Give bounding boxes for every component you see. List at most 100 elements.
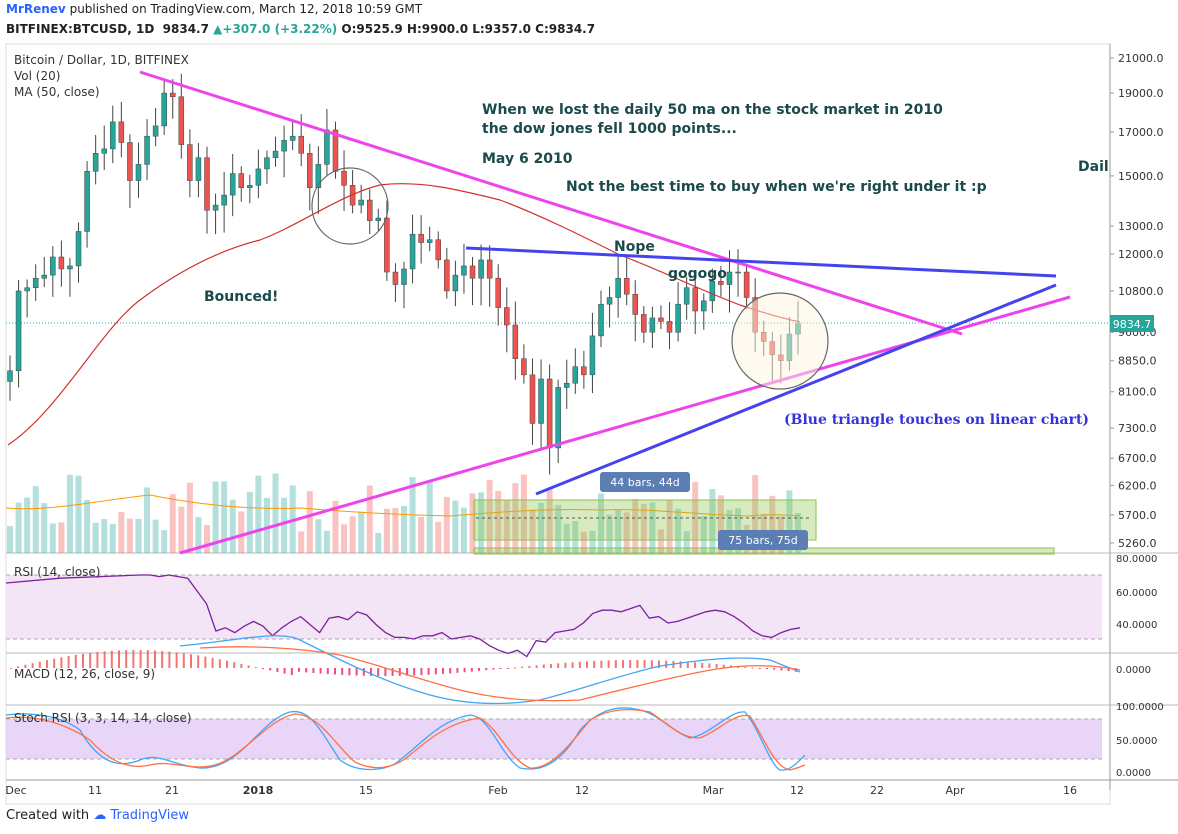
macd-bar <box>694 662 696 668</box>
macd-bar <box>283 668 286 674</box>
candle-body <box>401 268 407 285</box>
candle-body <box>589 335 596 376</box>
candle-body <box>298 135 304 154</box>
time-tick-label: 21 <box>165 784 179 797</box>
macd-bar <box>751 667 754 669</box>
candle-body <box>486 259 493 279</box>
candle-body <box>289 135 296 141</box>
volume-bar <box>315 519 322 553</box>
volume-bar <box>478 492 485 553</box>
candle-body <box>264 157 270 170</box>
volume-bar <box>512 483 519 553</box>
macd-bar <box>499 668 502 669</box>
macd-bar <box>643 660 646 668</box>
note-line1: When we lost the daily 50 ma on the stoc… <box>482 102 943 118</box>
candle-body <box>324 129 330 165</box>
symbol-info: BITFINEX:BTCUSD, 1D 9834.7 ▲+307.0 (+3.2… <box>6 22 595 36</box>
volume-bar <box>84 499 91 553</box>
macd-bar <box>744 666 747 668</box>
tradingview-logo-icon[interactable]: ☁ <box>93 808 107 823</box>
volume-bar <box>538 502 545 553</box>
macd-bar <box>74 654 77 668</box>
candle-body <box>392 271 399 285</box>
candle-body <box>598 303 604 337</box>
candle-body <box>152 125 159 137</box>
price-tick-label: 10800.0 <box>1118 285 1164 298</box>
macd-bar <box>211 657 214 668</box>
candle-body <box>692 287 698 312</box>
price-tick-label: 6200.0 <box>1118 479 1157 492</box>
measure-label-1-bg <box>600 472 690 492</box>
candle-body <box>623 277 630 295</box>
price-tick-label: 21000.0 <box>1118 52 1164 65</box>
volume-bar <box>32 486 39 553</box>
legend-macd: MACD (12, 26, close, 9) <box>14 667 155 681</box>
candle-body <box>15 290 22 372</box>
macd-bar <box>240 663 243 668</box>
rsi-tick-80: 80.0000 <box>1116 554 1157 565</box>
blue-support-line[interactable] <box>535 283 1057 496</box>
macd-bar <box>46 660 48 668</box>
volume-bar <box>563 523 570 553</box>
volume-bar <box>358 511 365 553</box>
macd-bar <box>506 668 509 669</box>
time-tick-label: Mar <box>703 784 724 797</box>
circle-current[interactable] <box>731 292 829 390</box>
volume-bar <box>392 508 399 553</box>
rsi-tick-60: 60.0000 <box>1116 588 1157 599</box>
candle-body <box>478 259 484 279</box>
macd-bar <box>550 663 552 668</box>
macd-bar <box>521 666 524 668</box>
volume-bar <box>169 494 176 553</box>
sub-axes: 80.0000 60.0000 40.0000 0.0000 100.0000 … <box>1116 554 1164 779</box>
blue-resistance-line[interactable] <box>465 246 1057 278</box>
candle-body <box>101 148 107 154</box>
price-tick-label: 13000.0 <box>1118 220 1164 233</box>
macd-bar <box>571 662 574 668</box>
volume-bar <box>401 505 407 553</box>
volume-bar <box>786 490 793 553</box>
circle-bounce[interactable] <box>311 167 389 245</box>
candle-body <box>555 387 561 449</box>
candle-body <box>67 265 73 270</box>
volume-bar <box>186 482 193 553</box>
price-tick-label: 8850.0 <box>1118 355 1157 368</box>
measure-label-2: 75 bars, 75d <box>728 534 797 547</box>
volume-bar <box>769 495 776 553</box>
time-tick-label: 16 <box>1063 784 1077 797</box>
pink-resistance-line[interactable] <box>139 70 963 336</box>
volume-bar <box>443 496 450 553</box>
macd-bar <box>377 668 380 676</box>
author-name[interactable]: MrRenev <box>6 2 66 16</box>
time-tick-label: 15 <box>359 784 373 797</box>
volume-bar <box>212 481 219 553</box>
volume-bar <box>700 516 707 553</box>
macd-bar <box>233 662 236 668</box>
macd-bar <box>413 668 416 676</box>
volume-bar <box>161 530 168 553</box>
macd-bar <box>384 668 387 676</box>
time-tick-label: 22 <box>870 784 884 797</box>
macd-bar <box>118 650 120 668</box>
price-tick-label: 7300.0 <box>1118 422 1157 435</box>
macd-bar <box>269 668 272 671</box>
macd-bar <box>564 662 567 668</box>
volume-bar <box>204 525 210 553</box>
ohlc: O:9525.9 H:9900.0 L:9357.0 C:9834.7 <box>341 22 596 36</box>
footer-brand[interactable]: TradingView <box>110 808 189 823</box>
time-tick-label: Dec <box>5 784 26 797</box>
volume-bar <box>692 481 699 553</box>
candle-body <box>743 271 750 298</box>
candle-body <box>255 168 262 186</box>
candle-body <box>615 277 621 298</box>
macd-line <box>179 635 801 705</box>
stoch-k-line <box>5 707 806 771</box>
candle-body <box>409 233 416 270</box>
volume-bar <box>383 508 390 553</box>
volume-bar <box>126 518 133 553</box>
macd-bar <box>391 668 394 676</box>
macd-bar <box>17 666 20 668</box>
macd-bar <box>715 664 718 668</box>
volume-bar <box>263 497 270 553</box>
